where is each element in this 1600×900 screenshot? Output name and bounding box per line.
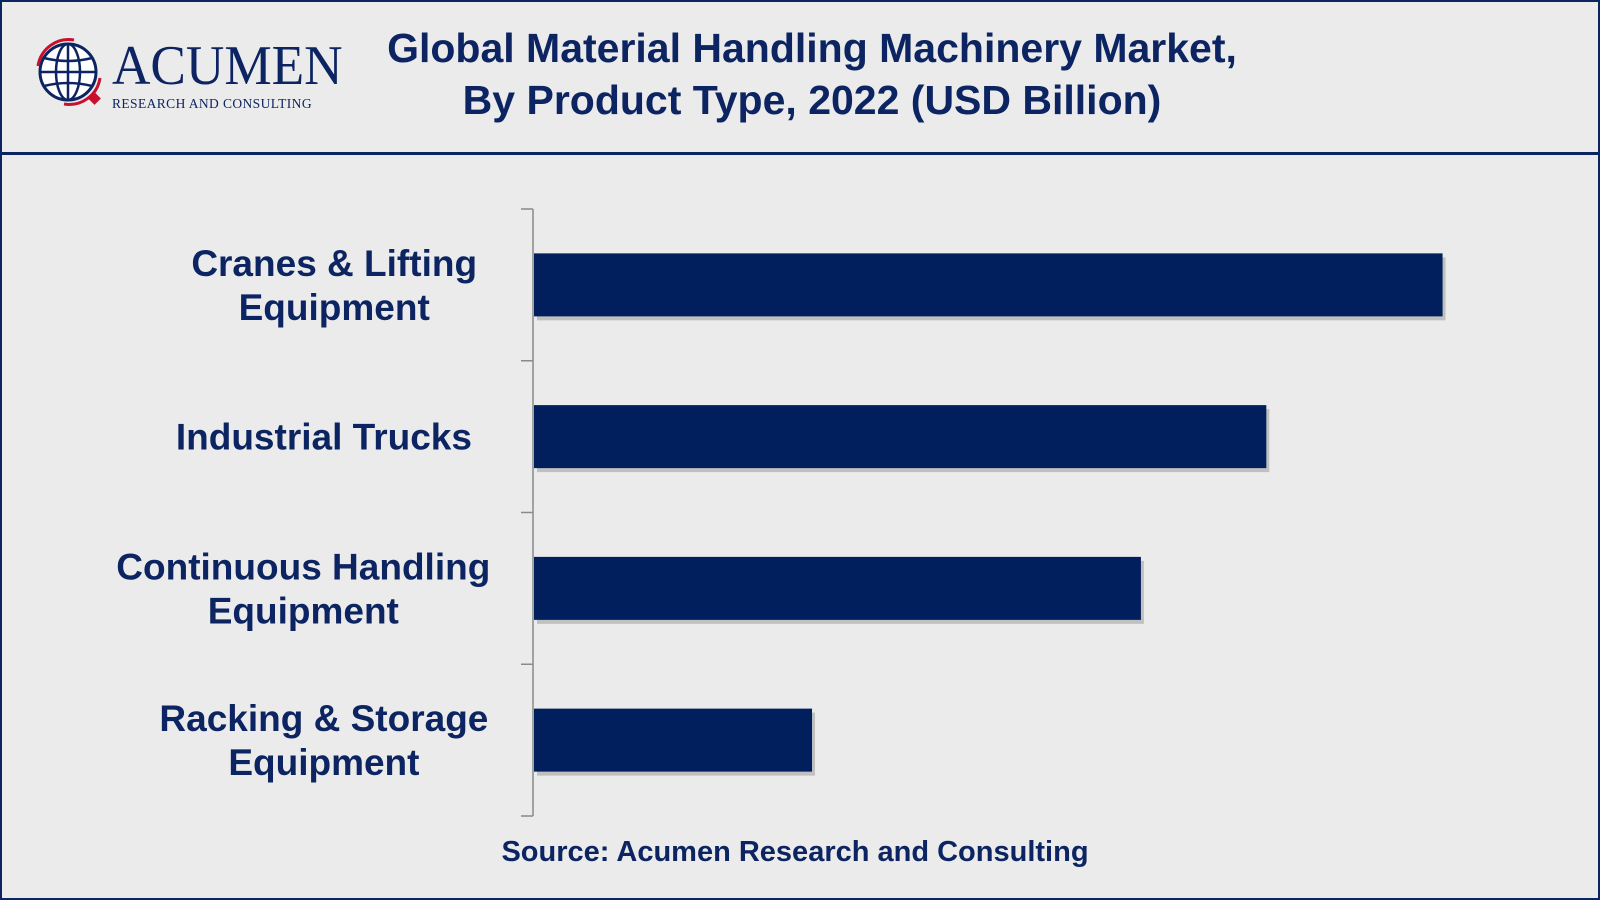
category-label-line: Equipment (239, 287, 430, 328)
logo-subtext: RESEARCH AND CONSULTING (112, 96, 312, 111)
category-label-line: Industrial Trucks (176, 417, 472, 458)
acumen-logo: ACUMEN RESEARCH AND CONSULTING (34, 34, 344, 114)
category-label-0: Cranes & Lifting Equipment (191, 243, 477, 328)
title-line-2: By Product Type, 2022 (USD Billion) (462, 77, 1162, 123)
bar-1 (534, 405, 1267, 469)
category-label-1: Industrial Trucks (176, 417, 472, 458)
chart-title: Global Material Handling Machinery Marke… (332, 22, 1292, 126)
category-label-3: Racking & Storage Equipment (159, 698, 488, 783)
category-label-line: Continuous Handling (116, 546, 490, 587)
logo-wordmark: ACUMEN (112, 35, 343, 97)
globe-logo-icon (36, 38, 102, 106)
title-line-1: Global Material Handling Machinery Marke… (387, 25, 1237, 71)
bar-0 (534, 253, 1443, 317)
category-label-line: Cranes & Lifting (191, 243, 477, 284)
bar-2 (534, 556, 1141, 620)
category-label-2: Continuous Handling Equipment (116, 546, 490, 631)
category-label-line: Racking & Storage (159, 698, 488, 739)
header: ACUMEN RESEARCH AND CONSULTING Global Ma… (2, 2, 1598, 155)
bars-group (534, 253, 1446, 776)
category-label-line: Equipment (208, 590, 399, 631)
source-note: Source: Acumen Research and Consulting (501, 836, 1089, 868)
bar-3 (534, 708, 813, 772)
y-axis (521, 208, 534, 817)
category-label-line: Equipment (228, 742, 419, 783)
